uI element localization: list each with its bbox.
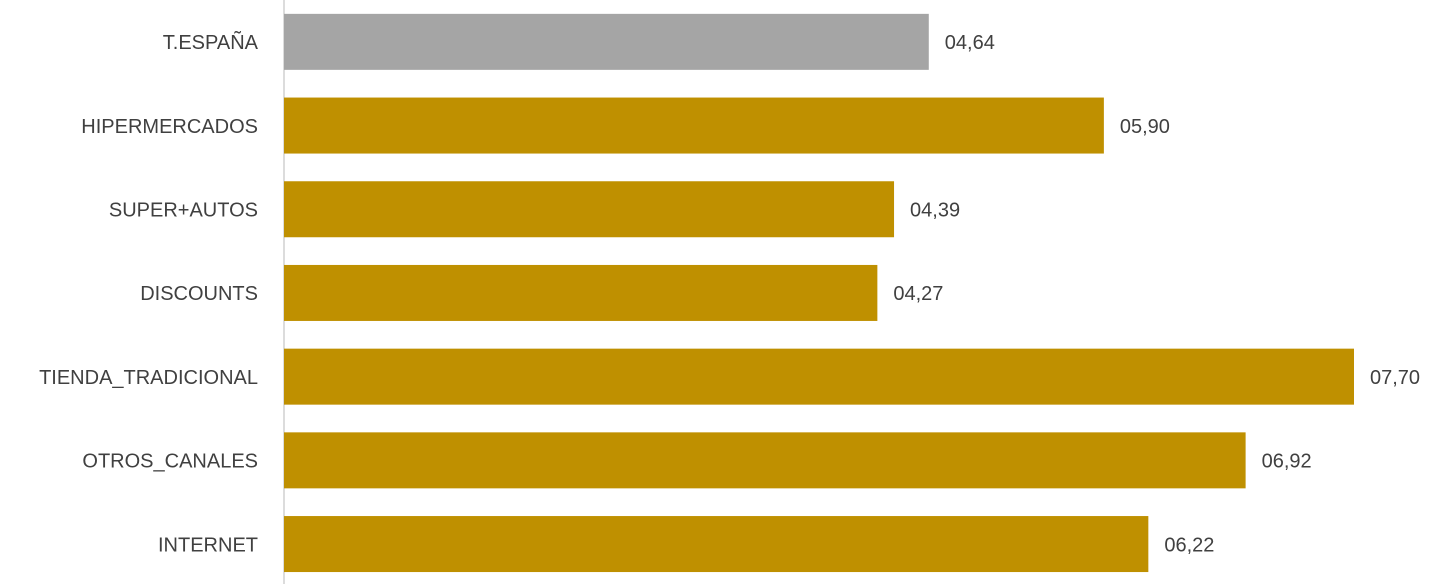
bar (284, 348, 1354, 405)
category-label: DISCOUNTS (140, 283, 258, 305)
category-label: SUPER+AUTOS (109, 200, 258, 222)
value-label: 06,92 (1262, 451, 1312, 473)
bar (284, 264, 878, 321)
category-label: TIENDA_TRADICIONAL (39, 367, 258, 389)
value-label: 07,70 (1370, 367, 1420, 389)
bar (284, 516, 1149, 573)
bar (284, 13, 929, 70)
value-label: 05,90 (1120, 116, 1170, 138)
value-label: 04,64 (945, 32, 995, 54)
category-label: T.ESPAÑA (163, 30, 259, 54)
value-label: 06,22 (1164, 534, 1214, 556)
category-label: OTROS_CANALES (82, 451, 258, 473)
category-label: HIPERMERCADOS (81, 116, 258, 138)
bar (284, 181, 895, 238)
value-label: 04,39 (910, 200, 960, 222)
bar (284, 432, 1246, 489)
bar (284, 97, 1104, 154)
category-label: INTERNET (158, 534, 258, 556)
value-label: 04,27 (893, 283, 943, 305)
